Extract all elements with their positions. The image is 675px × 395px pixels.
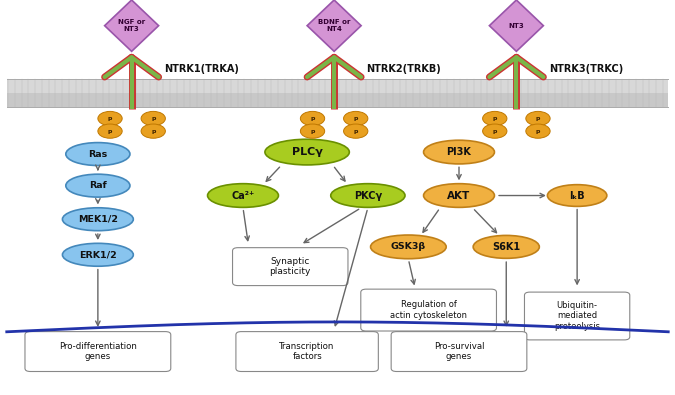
Text: IₖB: IₖB: [569, 190, 585, 201]
Text: GSK3β: GSK3β: [391, 243, 426, 251]
FancyBboxPatch shape: [524, 292, 630, 340]
Text: Pro-survival
genes: Pro-survival genes: [434, 342, 484, 361]
Bar: [7, 93, 668, 107]
Text: Raf: Raf: [89, 181, 107, 190]
Circle shape: [300, 111, 325, 126]
Circle shape: [526, 124, 550, 138]
Ellipse shape: [371, 235, 446, 259]
Ellipse shape: [62, 243, 133, 266]
Ellipse shape: [65, 143, 130, 166]
Text: NTRK1(TRKA): NTRK1(TRKA): [164, 64, 239, 74]
Ellipse shape: [473, 235, 539, 258]
Text: ERK1/2: ERK1/2: [79, 250, 117, 259]
Ellipse shape: [424, 140, 494, 164]
Text: p: p: [536, 116, 540, 121]
Text: p: p: [108, 129, 112, 134]
Text: AKT: AKT: [448, 190, 470, 201]
Circle shape: [98, 111, 122, 126]
Text: BDNF or
NT4: BDNF or NT4: [318, 19, 350, 32]
Ellipse shape: [265, 139, 350, 165]
Ellipse shape: [424, 184, 494, 207]
Text: Ras: Ras: [88, 150, 107, 158]
Text: NT3: NT3: [508, 23, 524, 29]
Ellipse shape: [62, 208, 133, 231]
Circle shape: [141, 124, 165, 138]
Text: PI3K: PI3K: [447, 147, 471, 157]
FancyBboxPatch shape: [25, 332, 171, 371]
Text: p: p: [108, 116, 112, 121]
Polygon shape: [105, 0, 159, 51]
Circle shape: [141, 111, 165, 126]
Ellipse shape: [547, 185, 607, 206]
Text: Ca²⁺: Ca²⁺: [232, 190, 254, 201]
FancyBboxPatch shape: [361, 289, 497, 331]
Text: p: p: [493, 116, 497, 121]
Bar: [7, 79, 668, 93]
Text: p: p: [536, 129, 540, 134]
Circle shape: [98, 124, 122, 138]
Text: S6K1: S6K1: [492, 242, 520, 252]
Text: p: p: [310, 116, 315, 121]
Circle shape: [483, 124, 507, 138]
Text: p: p: [310, 129, 315, 134]
Ellipse shape: [208, 184, 278, 207]
Text: p: p: [493, 129, 497, 134]
Ellipse shape: [331, 184, 405, 207]
Text: PLCγ: PLCγ: [292, 147, 323, 157]
Circle shape: [526, 111, 550, 126]
Text: PKCγ: PKCγ: [354, 190, 382, 201]
Polygon shape: [307, 0, 361, 51]
Text: NTRK3(TRKC): NTRK3(TRKC): [549, 64, 623, 74]
Polygon shape: [489, 0, 543, 51]
Ellipse shape: [65, 174, 130, 197]
FancyBboxPatch shape: [236, 332, 378, 371]
Text: Regulation of
actin cytoskeleton: Regulation of actin cytoskeleton: [390, 300, 467, 320]
Text: MEK1/2: MEK1/2: [78, 215, 118, 224]
Text: Synaptic
plasticity: Synaptic plasticity: [269, 257, 311, 276]
Text: p: p: [354, 129, 358, 134]
Circle shape: [300, 124, 325, 138]
Circle shape: [483, 111, 507, 126]
Text: NGF or
NT3: NGF or NT3: [118, 19, 145, 32]
FancyBboxPatch shape: [232, 248, 348, 286]
Text: p: p: [151, 129, 155, 134]
Text: Transcription
factors: Transcription factors: [279, 342, 335, 361]
Text: Pro-differentiation
genes: Pro-differentiation genes: [59, 342, 137, 361]
Text: p: p: [354, 116, 358, 121]
Circle shape: [344, 111, 368, 126]
Text: p: p: [151, 116, 155, 121]
Text: Ubiquitin-
mediated
proteolysis: Ubiquitin- mediated proteolysis: [554, 301, 600, 331]
Circle shape: [344, 124, 368, 138]
Text: NTRK2(TRKB): NTRK2(TRKB): [367, 64, 441, 74]
FancyBboxPatch shape: [392, 332, 526, 371]
